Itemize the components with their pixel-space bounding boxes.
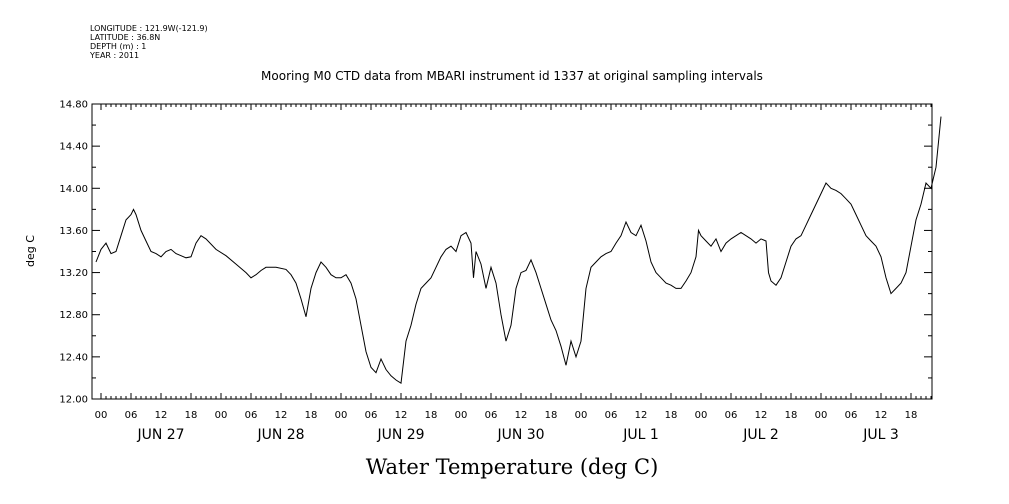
- x-hour-label: 06: [245, 410, 258, 421]
- chart-header: LONGITUDE : 121.9W(-121.9) LATITUDE : 36…: [89, 24, 763, 83]
- x-hour-label: 00: [335, 410, 348, 421]
- x-day-label: JUN 30: [496, 427, 544, 443]
- x-hour-label: 18: [185, 410, 198, 421]
- chart-title: Mooring M0 CTD data from MBARI instrumen…: [261, 69, 763, 83]
- x-day-label: JUL 2: [742, 427, 779, 443]
- meta-line-latitude: LATITUDE : 36.8N: [90, 33, 160, 42]
- x-hour-label: 18: [905, 410, 918, 421]
- x-hour-label: 18: [545, 410, 558, 421]
- x-hour-label: 06: [485, 410, 498, 421]
- x-hour-label: 06: [725, 410, 738, 421]
- y-tick-label: 12.40: [59, 352, 88, 363]
- x-day-label: JUL 3: [862, 427, 899, 443]
- meta-line-year: YEAR : 2011: [89, 51, 139, 60]
- x-day-label: JUL 1: [622, 427, 659, 443]
- y-tick-label: 13.20: [59, 268, 88, 279]
- x-hour-label: 12: [275, 410, 288, 421]
- x-hour-label: 12: [155, 410, 168, 421]
- x-hour-label: 12: [515, 410, 528, 421]
- x-hour-label: 06: [605, 410, 618, 421]
- x-hour-label: 12: [635, 410, 648, 421]
- x-hour-label: 00: [215, 410, 228, 421]
- x-hour-label: 00: [575, 410, 588, 421]
- water-temperature-line: [95, 116, 942, 385]
- x-hour-label: 06: [845, 410, 858, 421]
- x-day-label: JUN 28: [256, 427, 304, 443]
- x-hour-label: 12: [875, 410, 888, 421]
- x-hour-label: 00: [95, 410, 108, 421]
- x-hour-label: 00: [455, 410, 468, 421]
- x-day-label: JUN 29: [376, 427, 424, 443]
- x-hour-label: 18: [665, 410, 678, 421]
- x-hour-label: 18: [785, 410, 798, 421]
- x-hour-label: 00: [815, 410, 828, 421]
- plot-frame: [91, 103, 933, 400]
- y-tick-label: 12.80: [59, 310, 88, 321]
- y-tick-label: 12.00: [59, 395, 88, 406]
- meta-line-longitude: LONGITUDE : 121.9W(-121.9): [90, 24, 208, 33]
- y-tick-label: 14.80: [59, 100, 88, 111]
- y-tick-label: 14.40: [59, 142, 88, 153]
- x-hour-label: 00: [695, 410, 708, 421]
- x-hour-label: 06: [365, 410, 378, 421]
- y-axis-label: deg C: [24, 235, 37, 267]
- x-day-label: JUN 27: [136, 427, 184, 443]
- x-hour-label: 06: [125, 410, 138, 421]
- x-hour-label: 18: [305, 410, 318, 421]
- y-tick-label: 14.00: [59, 184, 88, 195]
- meta-line-depth: DEPTH (m) : 1: [90, 42, 146, 51]
- y-axis: 12.00 12.40 12.80 13.20 13.60 14.00 14.40 14.80: [59, 100, 932, 406]
- x-hour-label: 12: [395, 410, 408, 421]
- x-axis: 00 06 12 18 00 06 12 18 00 06 12 18 00 06 12 18 00 06 12 18…: [95, 104, 932, 443]
- x-hour-label: 12: [755, 410, 768, 421]
- x-hour-label: 18: [425, 410, 438, 421]
- x-axis-label: Water Temperature (deg C): [366, 455, 659, 479]
- y-tick-label: 13.60: [59, 226, 88, 237]
